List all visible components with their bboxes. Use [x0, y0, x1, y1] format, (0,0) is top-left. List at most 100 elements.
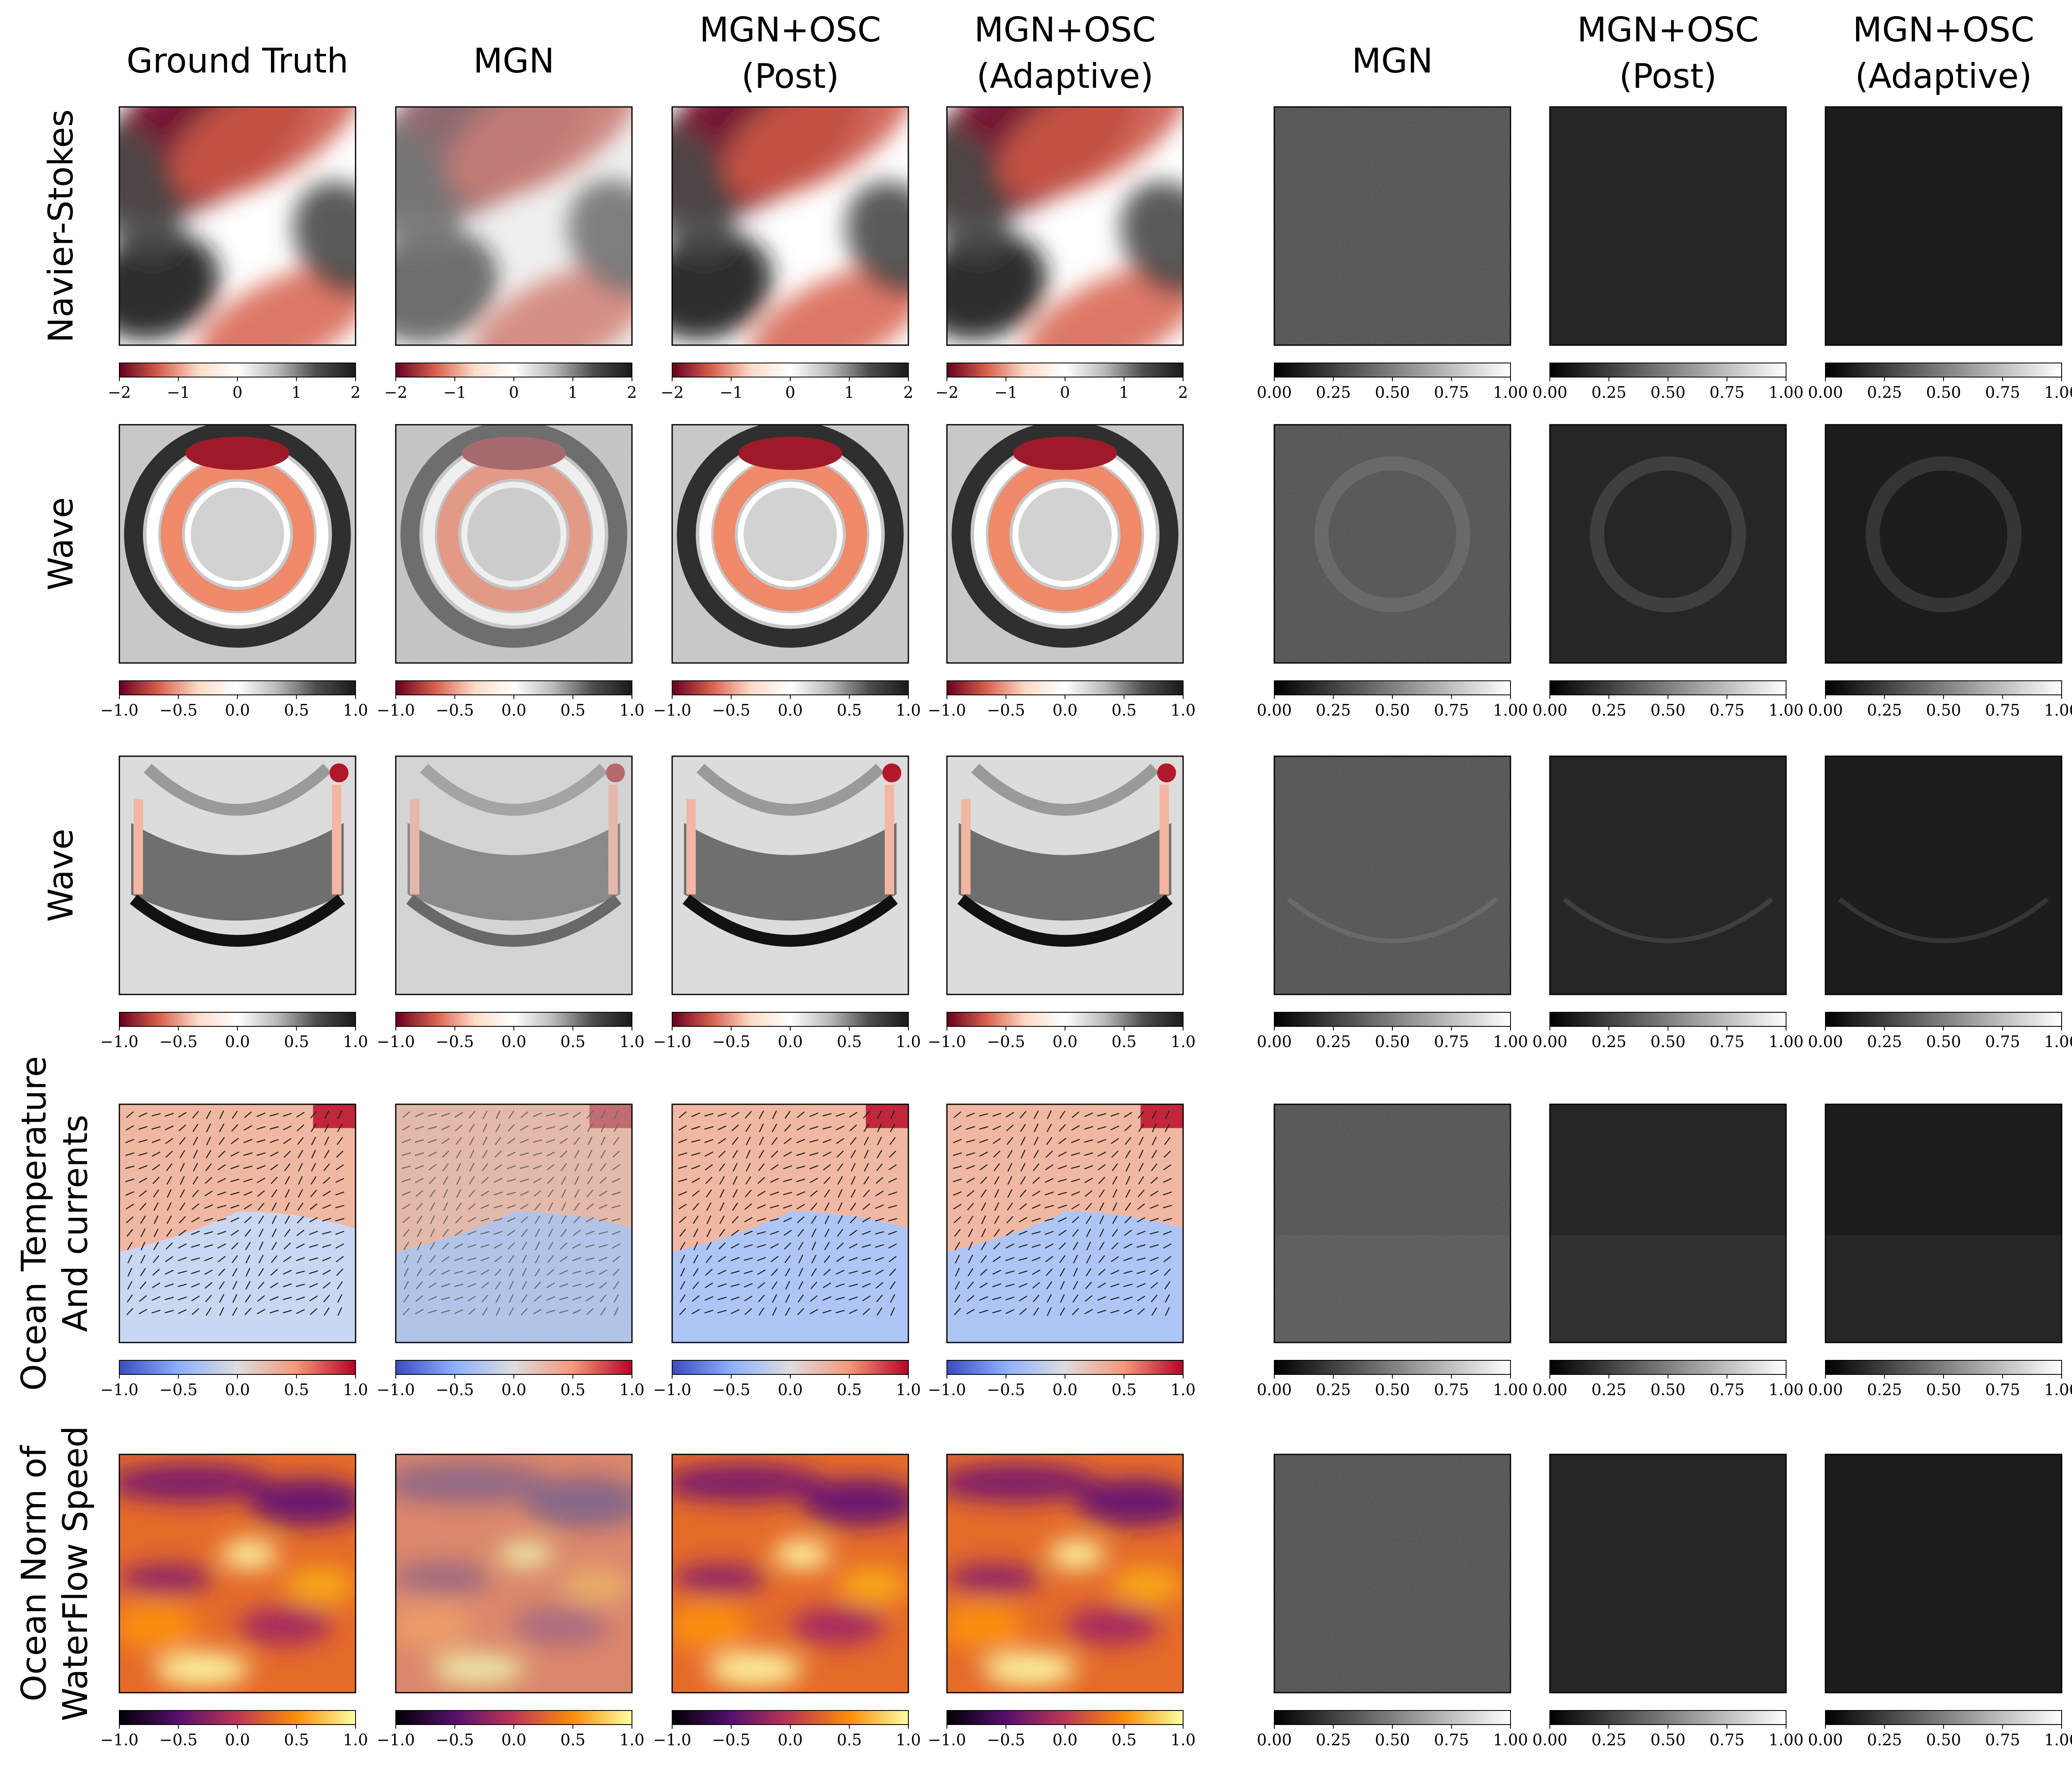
colorbar-tick-label: −1.0	[653, 1381, 691, 1399]
colorbar-tick-label: 0.50	[1926, 1033, 1961, 1051]
colorbar-tick-label: −0.5	[987, 1381, 1025, 1399]
colorbar-r3-c2: −1.0 −0.5 0.0 0.5 1.0	[653, 1360, 921, 1399]
panel-r1-c5	[1549, 424, 1787, 664]
colorbar-tick-label: 1.00	[1769, 383, 1804, 402]
colorbar-tick-label: 0.0	[225, 1033, 250, 1051]
panel-r4-c1	[395, 1454, 633, 1693]
colorbar-tick-label: 1.0	[620, 1381, 644, 1399]
colorbar-tick-label: 0.5	[1111, 1731, 1136, 1749]
colorbar-r1-c0: −1.0 −0.5 0.0 0.5 1.0	[100, 680, 368, 719]
colorbar-r1-c2: −1.0 −0.5 0.0 0.5 1.0	[653, 680, 921, 719]
colorbar-tick-label: 0.5	[560, 1381, 585, 1399]
colorbar-tick-label: 1.00	[2044, 1381, 2072, 1399]
colorbar-tick-label: −1.0	[928, 1731, 966, 1749]
colorbar-tick-label: 0.0	[778, 1033, 803, 1051]
panel-r1-c3	[946, 424, 1184, 664]
colorbar-tick-label: −1	[443, 383, 466, 402]
colorbar-tick-label: 0.75	[1985, 1033, 2020, 1051]
colorbar-tick-label: 0.75	[1709, 1381, 1745, 1399]
column-title-5: MGN+OSC	[1577, 10, 1759, 50]
row-title-1: Wave	[41, 497, 81, 590]
colorbar-tick-label: 1.0	[620, 1033, 644, 1051]
colorbars: −2 −1 0 1 2 −2 −1 0 1 2 −2 −1 0 1 2 −2 −1 0 1 2 0.00 0.25 0.50…	[100, 363, 2072, 1749]
panel-r0-c6	[1825, 106, 2062, 346]
colorbar-r3-c3: −1.0 −0.5 0.0 0.5 1.0	[928, 1360, 1196, 1399]
colorbar-r3-c1: −1.0 −0.5 0.0 0.5 1.0	[377, 1360, 644, 1399]
colorbar-tick-label: 0.00	[1532, 1381, 1568, 1399]
column-title-3: MGN+OSC	[974, 10, 1156, 50]
panel-r4-c6	[1825, 1454, 2062, 1693]
colorbar-r3-c0: −1.0 −0.5 0.0 0.5 1.0	[100, 1360, 368, 1399]
colorbar-tick-label: 0.00	[1808, 701, 1843, 719]
colorbar-tick-label: −1.0	[100, 1381, 138, 1399]
colorbar-r4-c4: 0.00 0.25 0.50 0.75 1.00	[1257, 1710, 1528, 1749]
colorbar-tick-label: 0.50	[1651, 701, 1686, 719]
colorbar-tick-label: 0.5	[560, 1731, 585, 1749]
colorbar-r3-c6: 0.00 0.25 0.50 0.75 1.00	[1808, 1360, 2072, 1399]
colorbar-tick-label: −2	[935, 383, 959, 402]
colorbar-r0-c1: −2 −1 0 1 2	[384, 363, 637, 402]
colorbar-tick-label: 0.25	[1316, 701, 1351, 719]
colorbar-tick-label: −0.5	[987, 1033, 1025, 1051]
colorbar-tick-label: −0.5	[712, 1381, 750, 1399]
column-title-0: Ground Truth	[126, 41, 349, 81]
colorbar-tick-label: −1.0	[377, 701, 415, 719]
colorbar-tick-label: 0.00	[1257, 701, 1292, 719]
panel-r2-c4	[1273, 755, 1511, 995]
colorbar-tick-label: 1.00	[2044, 383, 2072, 402]
colorbar-tick-label: 0.75	[1985, 1381, 2020, 1399]
column-title-2: MGN+OSC	[700, 10, 881, 50]
colorbar-tick-label: 0.5	[284, 1381, 309, 1399]
colorbar-tick-label: 1.0	[896, 701, 921, 719]
colorbar-tick-label: 1.0	[896, 1731, 921, 1749]
colorbar-tick-label: 0.0	[225, 701, 250, 719]
colorbar-tick-label: 1.0	[1171, 1381, 1196, 1399]
colorbar-tick-label: 0.5	[1111, 1381, 1136, 1399]
colorbar-tick-label: 0.00	[1808, 1033, 1843, 1051]
colorbar-tick-label: 0.75	[1709, 701, 1745, 719]
colorbar-tick-label: 0.00	[1257, 1731, 1292, 1749]
column-subtitle-2: (Post)	[741, 57, 839, 96]
colorbar-tick-label: 1.00	[1493, 1731, 1528, 1749]
colorbar-tick-label: 0.00	[1808, 1381, 1843, 1399]
colorbar-tick-label: 1.0	[896, 1033, 921, 1051]
colorbar-tick-label: 0.25	[1316, 1381, 1351, 1399]
row-title-4: Ocean Norm of	[15, 1445, 54, 1701]
colorbar-tick-label: 1	[291, 383, 301, 402]
colorbar-tick-label: 2	[351, 383, 361, 402]
colorbar-tick-label: 1.00	[1493, 383, 1528, 402]
colorbar-tick-label: 0.50	[1926, 701, 1961, 719]
colorbar-tick-label: −0.5	[159, 1731, 197, 1749]
colorbar-tick-label: −1.0	[928, 1381, 966, 1399]
colorbar-r1-c3: −1.0 −0.5 0.0 0.5 1.0	[928, 680, 1196, 719]
row-title-0: Navier-Stokes	[41, 109, 81, 343]
colorbar-tick-label: 0.50	[1375, 383, 1410, 402]
panel-r3-c6	[1825, 1103, 2062, 1343]
colorbar-tick-label: 0.75	[1709, 1731, 1745, 1749]
colorbar-tick-label: 0	[509, 383, 519, 402]
colorbar-tick-label: 0.5	[837, 1731, 862, 1749]
panel-r0-c3	[946, 106, 1184, 346]
panel-r3-c3	[946, 1103, 1184, 1343]
colorbar-tick-label: 0.75	[1709, 383, 1745, 402]
panel-r0-c5	[1549, 106, 1787, 346]
colorbar-tick-label: 0.5	[837, 1381, 862, 1399]
colorbar-r0-c6: 0.00 0.25 0.50 0.75 1.00	[1808, 363, 2072, 402]
colorbar-tick-label: 0.75	[1434, 383, 1469, 402]
colorbar-tick-label: 0.50	[1651, 1033, 1686, 1051]
colorbar-tick-label: 0.0	[501, 1381, 526, 1399]
colorbar-tick-label: −1.0	[928, 701, 966, 719]
colorbar-tick-label: −0.5	[436, 1731, 474, 1749]
colorbar-tick-label: 0.0	[778, 1381, 803, 1399]
colorbar-tick-label: −1	[719, 383, 743, 402]
colorbar-tick-label: 0.50	[1651, 1381, 1686, 1399]
colorbar-tick-label: 0.0	[778, 701, 803, 719]
colorbar-tick-label: −0.5	[436, 701, 474, 719]
panel-r4-c4	[1273, 1454, 1511, 1693]
colorbar-tick-label: 0.5	[837, 1033, 862, 1051]
panel-r4-c0	[119, 1454, 356, 1693]
colorbar-r1-c4: 0.00 0.25 0.50 0.75 1.00	[1257, 680, 1528, 719]
colorbar-tick-label: −1.0	[377, 1381, 415, 1399]
panel-r4-c5	[1549, 1454, 1787, 1693]
